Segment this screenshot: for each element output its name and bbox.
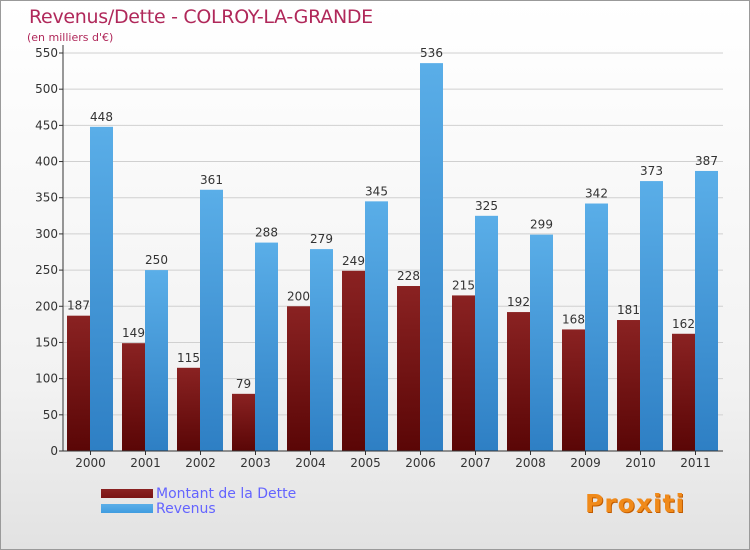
y-tick-label: 250 bbox=[35, 263, 58, 277]
bar-dette bbox=[287, 306, 310, 451]
bar-revenus bbox=[310, 249, 333, 451]
data-label-revenus: 361 bbox=[200, 173, 223, 187]
data-label-dette: 215 bbox=[452, 278, 475, 292]
x-tick-label: 2002 bbox=[185, 456, 216, 470]
data-label-revenus: 250 bbox=[145, 253, 168, 267]
data-label-dette: 192 bbox=[507, 295, 530, 309]
bar-revenus bbox=[420, 63, 443, 451]
bar-dette bbox=[177, 367, 200, 451]
data-label-dette: 249 bbox=[342, 254, 365, 268]
data-label-revenus: 325 bbox=[475, 199, 498, 213]
x-tick-label: 2003 bbox=[240, 456, 271, 470]
data-label-revenus: 342 bbox=[585, 187, 608, 201]
bar-revenus bbox=[145, 270, 168, 451]
y-tick-label: 150 bbox=[35, 335, 58, 349]
bar-dette bbox=[562, 329, 585, 451]
bar-dette bbox=[67, 315, 90, 451]
bar-revenus bbox=[695, 170, 718, 451]
y-tick-label: 550 bbox=[35, 46, 58, 60]
data-label-dette: 181 bbox=[617, 303, 640, 317]
data-label-dette: 200 bbox=[287, 289, 310, 303]
y-tick-label: 450 bbox=[35, 118, 58, 132]
x-tick-label: 2007 bbox=[460, 456, 491, 470]
chart-title: Revenus/Dette - COLROY-LA-GRANDE bbox=[29, 6, 373, 28]
data-label-dette: 149 bbox=[122, 326, 145, 340]
data-label-revenus: 345 bbox=[365, 184, 388, 198]
x-tick-label: 2004 bbox=[295, 456, 326, 470]
legend-swatch-revenus bbox=[101, 504, 153, 513]
x-tick-label: 2009 bbox=[570, 456, 601, 470]
y-tick-label: 100 bbox=[35, 372, 58, 386]
x-tick-label: 2011 bbox=[680, 456, 711, 470]
bar-dette bbox=[397, 286, 420, 451]
bar-revenus bbox=[475, 215, 498, 451]
y-tick-label: 300 bbox=[35, 227, 58, 241]
data-label-dette: 162 bbox=[672, 317, 695, 331]
bar-revenus bbox=[640, 181, 663, 452]
bar-dette bbox=[342, 270, 365, 451]
legend-label-revenus: Revenus bbox=[156, 501, 216, 517]
data-label-revenus: 536 bbox=[420, 46, 443, 60]
data-label-dette: 79 bbox=[236, 377, 251, 391]
y-tick-label: 400 bbox=[35, 155, 58, 169]
data-label-revenus: 387 bbox=[695, 154, 718, 168]
data-label-dette: 168 bbox=[562, 312, 585, 326]
x-tick-label: 2001 bbox=[130, 456, 161, 470]
x-tick-label: 2005 bbox=[350, 456, 381, 470]
data-label-revenus: 448 bbox=[90, 110, 113, 124]
data-label-revenus: 373 bbox=[640, 164, 663, 178]
data-label-dette: 187 bbox=[67, 299, 90, 313]
bar-revenus bbox=[200, 189, 223, 451]
bar-dette bbox=[672, 333, 695, 451]
x-tick-label: 2008 bbox=[515, 456, 546, 470]
y-tick-label: 50 bbox=[43, 408, 58, 422]
x-tick-label: 2000 bbox=[75, 456, 106, 470]
x-tick-label: 2010 bbox=[625, 456, 656, 470]
legend-swatch-dette bbox=[101, 489, 153, 498]
data-label-dette: 115 bbox=[177, 351, 200, 365]
data-label-revenus: 279 bbox=[310, 232, 333, 246]
bar-dette bbox=[617, 320, 640, 451]
y-tick-label: 500 bbox=[35, 82, 58, 96]
x-tick-label: 2006 bbox=[405, 456, 436, 470]
bar-dette bbox=[507, 312, 530, 451]
bar-revenus bbox=[585, 203, 608, 451]
bar-revenus bbox=[255, 242, 278, 451]
bar-dette bbox=[232, 393, 255, 451]
chart-subtitle: (en milliers d'€) bbox=[27, 31, 114, 44]
bar-revenus bbox=[530, 234, 553, 451]
y-tick-label: 200 bbox=[35, 299, 58, 313]
y-tick-label: 350 bbox=[35, 191, 58, 205]
data-label-revenus: 299 bbox=[530, 218, 553, 232]
bar-dette bbox=[122, 343, 145, 451]
bar-revenus bbox=[90, 126, 113, 451]
proxiti-logo: Proxiti bbox=[585, 489, 686, 518]
bar-dette bbox=[452, 295, 475, 451]
bar-revenus bbox=[365, 201, 388, 451]
y-tick-label: 0 bbox=[50, 444, 58, 458]
data-label-revenus: 288 bbox=[255, 226, 278, 240]
legend-label-dette: Montant de la Dette bbox=[156, 486, 297, 502]
data-label-dette: 228 bbox=[397, 269, 420, 283]
